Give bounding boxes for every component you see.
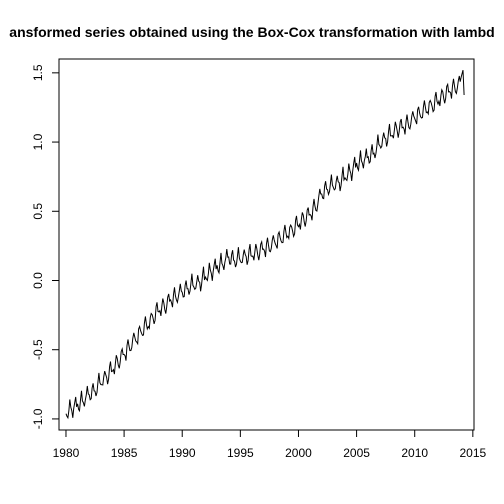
- x-tick-label: 2010: [401, 446, 428, 460]
- y-tick-label: 0.5: [31, 203, 45, 220]
- y-tick-label: 1.5: [31, 64, 45, 81]
- y-tick-label: 0.0: [31, 272, 45, 289]
- x-tick-label: 1985: [111, 446, 138, 460]
- x-tick-label: 1990: [169, 446, 196, 460]
- y-tick-label: -1.0: [31, 408, 45, 429]
- x-tick-label: 2005: [343, 446, 370, 460]
- y-tick-label: 1.0: [31, 133, 45, 150]
- y-tick-label: -0.5: [31, 339, 45, 360]
- x-tick-label: 2000: [285, 446, 312, 460]
- series-line: [65, 69, 465, 420]
- x-tick-label: 1980: [53, 446, 80, 460]
- y-axis: -1.0 -0.5 0.0 0.5 1.0 1.5: [31, 64, 60, 429]
- chart-title: ansformed series obtained using the Box-…: [9, 24, 494, 40]
- x-tick-label: 1995: [227, 446, 254, 460]
- x-axis: 1980 1985 1990 1995 2000 2005 2010 2015: [53, 429, 487, 460]
- x-tick-label: 2015: [459, 446, 486, 460]
